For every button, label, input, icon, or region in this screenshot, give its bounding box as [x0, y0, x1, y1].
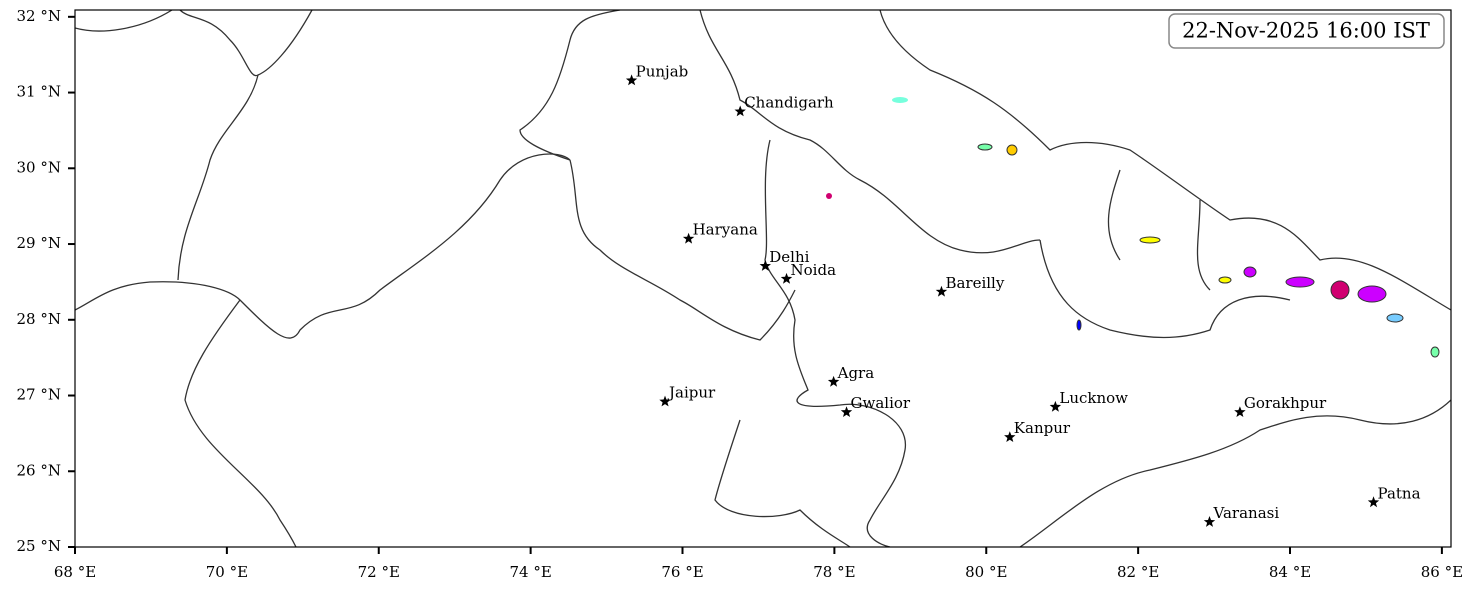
city-marker: [827, 375, 840, 387]
border: [569, 159, 1451, 547]
city-label: Punjab: [636, 62, 689, 80]
city-label: Delhi: [769, 248, 809, 266]
city-label: Gwalior: [851, 394, 911, 412]
x-tick-label: 82 °E: [1117, 563, 1159, 581]
y-tick-label: 26 °N: [17, 461, 61, 479]
x-tick-label: 80 °E: [965, 563, 1007, 581]
x-tick-label: 78 °E: [813, 563, 855, 581]
x-tick-label: 76 °E: [661, 563, 703, 581]
city-marker: [682, 232, 695, 244]
city-marker: [1367, 496, 1380, 508]
city-label: Bareilly: [945, 274, 1004, 292]
city-marker: [1203, 516, 1216, 527]
city-marker: [734, 105, 746, 117]
y-tick-label: 25 °N: [17, 537, 61, 555]
border: [177, 74, 297, 547]
x-tick-label: 74 °E: [509, 563, 551, 581]
x-tick-label: 70 °E: [206, 563, 248, 581]
city-label: Lucknow: [1059, 389, 1128, 407]
city-label: Chandigarh: [744, 93, 834, 111]
city-marker: [759, 260, 771, 271]
plot-frame: [74, 9, 1452, 548]
precipitation: [826, 97, 1440, 358]
city-marker: [1234, 406, 1246, 417]
x-tick-label: 84 °E: [1269, 563, 1311, 581]
city-label: Gorakhpur: [1244, 394, 1327, 412]
city-label: Jaipur: [667, 384, 716, 402]
title-box: [1168, 13, 1445, 49]
borders: [75, 10, 1451, 547]
x-tick-label: 68 °E: [54, 563, 96, 581]
y-tick-label: 32 °N: [17, 7, 61, 25]
border: [75, 10, 571, 339]
city-label: Haryana: [693, 221, 758, 239]
y-tick-label: 31 °N: [17, 83, 61, 101]
city-marker: [1049, 400, 1062, 412]
city-marker: [659, 395, 671, 407]
city-marker: [625, 74, 638, 86]
border: [714, 139, 906, 547]
city-marker: [935, 285, 948, 297]
map-title: 22-Nov-2025 16:00 IST: [1182, 19, 1430, 43]
y-tick-label: 27 °N: [17, 386, 61, 404]
city-label: Agra: [837, 364, 875, 382]
city-label: Patna: [1378, 484, 1421, 502]
y-tick-label: 30 °N: [17, 158, 61, 176]
y-tick-label: 28 °N: [17, 310, 61, 328]
city-label: Varanasi: [1213, 504, 1280, 522]
city-marker: [1004, 431, 1016, 442]
city-marker: [780, 272, 793, 284]
city-label: Kanpur: [1014, 419, 1071, 437]
x-tick-label: 72 °E: [358, 563, 400, 581]
x-tick-label: 86 °E: [1421, 563, 1463, 581]
city-label: Noida: [791, 261, 837, 279]
border: [519, 10, 1451, 311]
y-tick-label: 29 °N: [17, 234, 61, 252]
city-marker: [840, 406, 853, 417]
